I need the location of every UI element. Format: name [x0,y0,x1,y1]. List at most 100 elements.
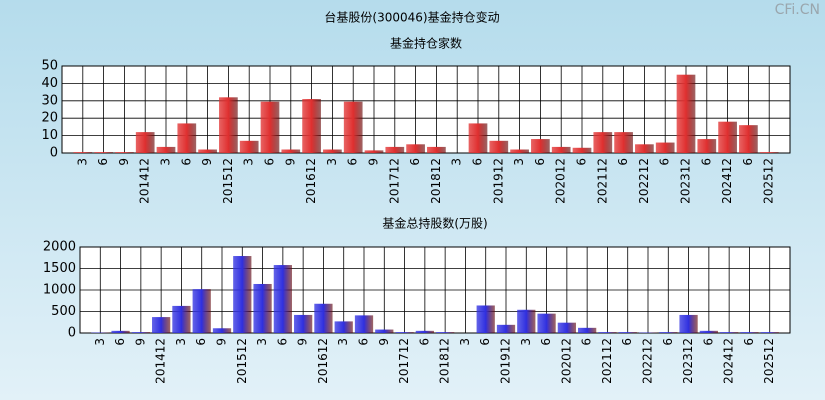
bar [219,97,238,153]
y-tick-label: 40 [41,76,58,91]
x-tick-label: 6 [179,158,193,166]
x-tick-label: 202512 [762,158,776,204]
bar [760,332,779,333]
bar [415,330,434,333]
x-tick-label: 202012 [554,158,568,204]
x-tick-label: 6 [658,158,672,166]
bar [334,321,353,333]
bar [323,149,342,153]
x-tick-label: 201612 [316,338,330,384]
x-tick-label: 202212 [641,338,655,384]
y-tick-label: 0 [50,146,58,161]
y-tick-label: 10 [41,128,58,143]
x-tick-label: 9 [117,158,131,166]
bar [385,146,405,153]
x-tick-label: 201712 [387,158,401,204]
x-tick-label: 3 [458,338,472,346]
x-tick-label: 3 [325,158,339,166]
bar [593,132,613,153]
y-tick-label: 50 [41,59,58,74]
bar [496,324,516,333]
x-tick-label: 6 [620,338,634,346]
x-tick-label: 6 [741,158,755,166]
x-tick-label: 3 [450,158,464,166]
x-tick-label: 201412 [138,158,152,204]
y-tick-label: 500 [51,304,76,319]
bar [476,305,495,333]
bar [115,152,134,153]
bar [198,149,217,153]
bar [697,139,717,153]
bar [273,265,292,333]
bar [314,303,333,333]
x-tick-label: 3 [512,158,526,166]
y-tick-label: 20 [41,111,58,126]
bar [699,330,718,333]
bar [239,140,259,153]
bar [260,101,280,153]
x-tick-label: 9 [377,338,391,346]
x-tick-label: 202112 [595,158,609,204]
x-tick-label: 202412 [720,158,734,204]
x-tick-label: 201712 [397,338,411,384]
bar [406,144,425,153]
bar [294,314,313,333]
x-tick-label: 202312 [681,338,695,384]
x-tick-label: 9 [215,338,229,346]
bar [537,313,556,333]
x-tick-label: 6 [408,158,422,166]
bar [510,149,529,153]
bar [375,329,394,333]
bar [720,332,739,333]
bar [111,330,130,333]
x-tick-label: 6 [478,338,492,346]
bar [718,121,737,153]
bar [468,123,488,153]
x-tick-label: 6 [742,338,756,346]
page-title: 台基股份(300046)基金持仓变动 [324,10,499,25]
x-tick-label: 201912 [499,338,513,384]
bar [572,147,592,153]
x-tick-label: 6 [699,158,713,166]
watermark: CFi.CN [775,2,820,18]
x-tick-label: 6 [471,158,485,166]
x-tick-label: 9 [133,338,147,346]
y-tick-label: 1500 [43,261,76,276]
bar [427,146,446,153]
x-tick-label: 6 [701,338,715,346]
bar [192,289,211,333]
x-tick-label: 6 [263,158,277,166]
x-tick-label: 202312 [679,158,693,204]
x-tick-label: 6 [113,338,127,346]
x-tick-label: 3 [174,338,188,346]
x-tick-label: 202212 [637,158,651,204]
x-tick-label: 201612 [304,158,318,204]
bar [655,142,675,153]
x-tick-label: 202112 [600,338,614,384]
x-tick-label: 201812 [429,158,443,204]
bar [659,332,678,333]
x-tick-label: 3 [336,338,350,346]
x-tick-label: 201512 [235,338,249,384]
x-tick-label: 9 [200,158,214,166]
x-tick-label: 6 [575,158,589,166]
bar [740,332,759,333]
bar [152,317,171,333]
y-tick-label: 1000 [43,283,76,298]
bar [679,314,698,333]
bar [281,149,301,153]
bar [343,101,363,153]
bar [557,322,576,333]
x-tick-label: 3 [75,158,89,166]
x-tick-label: 3 [519,338,533,346]
bar [759,152,779,153]
x-tick-label: 6 [346,158,360,166]
x-tick-label: 9 [367,158,381,166]
bar [517,309,536,333]
x-tick-label: 3 [159,158,173,166]
x-tick-label: 201812 [438,338,452,384]
x-tick-label: 6 [580,338,594,346]
chart-title: 基金持仓家数 [390,36,462,51]
bar [131,332,150,333]
